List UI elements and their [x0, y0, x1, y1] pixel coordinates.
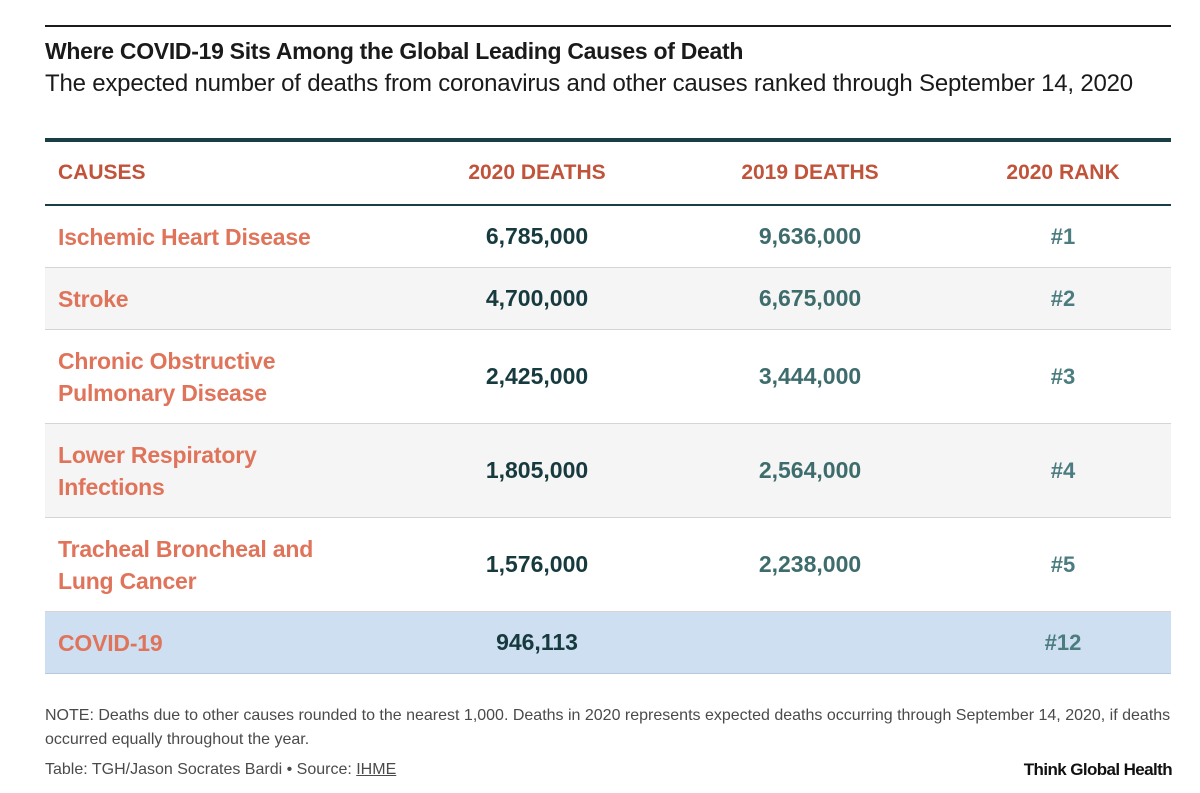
- header-2020-rank: 2020 RANK: [1006, 161, 1120, 184]
- deaths-2020: 1,576,000: [485, 551, 589, 577]
- cause-name: Lower Respiratory Infections: [58, 441, 257, 500]
- cause-name: Ischemic Heart Disease: [58, 223, 311, 250]
- rank-2020: #4: [1050, 457, 1076, 483]
- cause-name: Stroke: [58, 285, 129, 312]
- deaths-2019: 9,636,000: [758, 223, 862, 249]
- rank-2020: #12: [1044, 629, 1082, 655]
- page-title: Where COVID-19 Sits Among the Global Lea…: [45, 38, 744, 64]
- deaths-2020: 1,805,000: [485, 457, 589, 483]
- rank-2020: #1: [1050, 223, 1076, 249]
- deaths-2019: 2,238,000: [758, 551, 862, 577]
- table-row: Stroke 4,700,000 6,675,000 #2: [45, 268, 1171, 330]
- rank-2020: #2: [1050, 285, 1076, 311]
- source-link[interactable]: IHME: [356, 761, 397, 778]
- deaths-2019: 6,675,000: [758, 285, 862, 311]
- deaths-2019: 2,564,000: [758, 457, 862, 483]
- deaths-2020: 4,700,000: [485, 285, 589, 311]
- source-prefix: Table: TGH/Jason Socrates Bardi • Source…: [45, 761, 357, 778]
- causes-table: CAUSES 2020 DEATHS 2019 DEATHS 2020 RANK…: [45, 138, 1171, 674]
- deaths-2020: 946,113: [496, 629, 578, 655]
- table-row: Lower Respiratory Infections 1,805,000 2…: [45, 424, 1171, 518]
- cause-name: Chronic Obstructive Pulmonary Disease: [58, 347, 276, 406]
- cause-name: Tracheal Broncheal and Lung Cancer: [58, 535, 314, 594]
- top-rule: [45, 25, 1171, 27]
- table-row-highlighted: COVID-19 946,113 #12: [45, 612, 1171, 674]
- rank-2020: #3: [1050, 363, 1076, 389]
- deaths-2020: 6,785,000: [485, 223, 589, 249]
- source-line: Table: TGH/Jason Socrates Bardi • Source…: [45, 761, 396, 779]
- table-header: CAUSES 2020 DEATHS 2019 DEATHS 2020 RANK: [45, 142, 1171, 206]
- brand-logo: Think Global Health: [1023, 760, 1173, 779]
- header-2020-deaths: 2020 DEATHS: [468, 161, 606, 184]
- table-row: Tracheal Broncheal and Lung Cancer 1,576…: [45, 518, 1171, 612]
- deaths-2019: 3,444,000: [758, 363, 862, 389]
- rank-2020: #5: [1050, 551, 1076, 577]
- table-row: Ischemic Heart Disease 6,785,000 9,636,0…: [45, 206, 1171, 268]
- cause-name: COVID-19: [58, 629, 163, 656]
- deaths-2020: 2,425,000: [485, 363, 589, 389]
- header-2019-deaths: 2019 DEATHS: [741, 161, 879, 184]
- header-causes: CAUSES: [58, 161, 146, 184]
- footnote: NOTE: Deaths due to other causes rounded…: [45, 707, 1171, 748]
- table-row: Chronic Obstructive Pulmonary Disease 2,…: [45, 330, 1171, 424]
- page-subtitle: The expected number of deaths from coron…: [45, 70, 1133, 97]
